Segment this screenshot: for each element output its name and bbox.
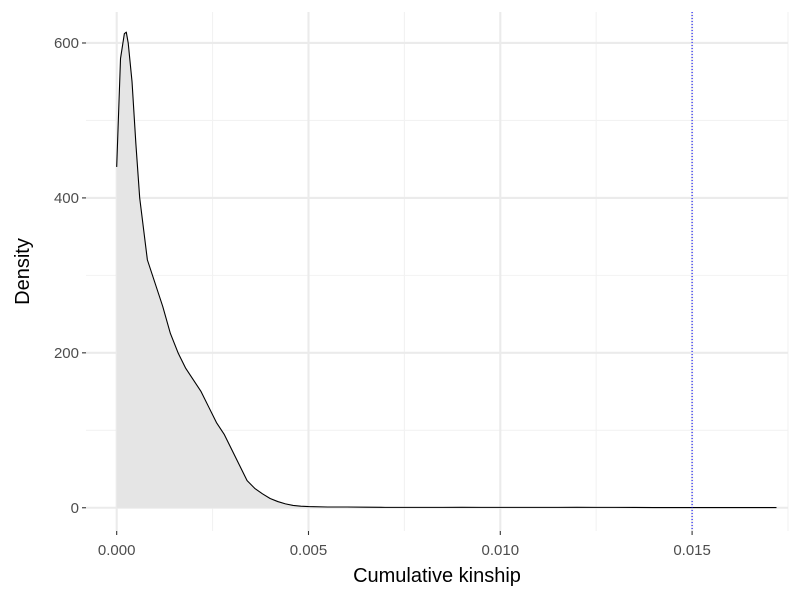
x-tick-label: 0.005 bbox=[290, 542, 328, 559]
y-tick-label: 400 bbox=[54, 190, 79, 207]
x-tick-label: 0.010 bbox=[482, 542, 520, 559]
y-axis-ticks: 0 200 400 600 bbox=[54, 35, 86, 517]
x-axis-ticks: 0.000 0.005 0.010 0.015 bbox=[98, 531, 711, 559]
y-tick-label: 200 bbox=[54, 345, 79, 362]
x-axis-title: Cumulative kinship bbox=[353, 565, 521, 587]
density-curve-line bbox=[116, 31, 777, 509]
x-tick-label: 0.000 bbox=[98, 542, 136, 559]
y-axis-title: Density bbox=[12, 238, 34, 305]
x-tick-label: 0.015 bbox=[673, 542, 711, 559]
major-gridlines bbox=[86, 12, 788, 531]
density-area-fill bbox=[116, 32, 777, 508]
y-tick-label: 0 bbox=[71, 500, 79, 517]
y-tick-label: 600 bbox=[54, 35, 79, 52]
